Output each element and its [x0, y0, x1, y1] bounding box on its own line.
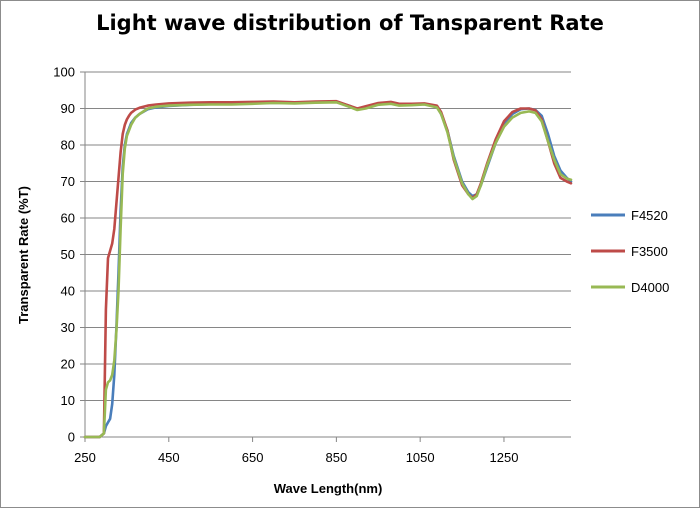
x-tick-label: 850	[326, 450, 348, 465]
series-lines	[83, 99, 573, 439]
chart-title: Light wave distribution of Tansparent Ra…	[96, 11, 604, 35]
y-tick-label: 40	[61, 284, 75, 299]
axes	[80, 71, 571, 442]
series-line-f4520	[83, 100, 573, 439]
y-tick-label: 20	[61, 357, 75, 372]
legend-label-f4520: F4520	[631, 208, 668, 223]
y-tick-labels: 0 10 20 30 40 50 60 70 80 90 100	[53, 65, 75, 445]
y-tick-label: 80	[61, 138, 75, 153]
legend-label-f3500: F3500	[631, 244, 668, 259]
legend: F4520 F3500 D4000	[591, 208, 669, 295]
y-tick-label: 0	[68, 430, 75, 445]
x-tick-labels: 250 450 650 850 1050 1250	[74, 450, 518, 465]
x-tick-label: 250	[74, 450, 96, 465]
x-tick-label: 650	[242, 450, 264, 465]
series-line-d4000	[83, 101, 573, 439]
y-axis-title: Transparent Rate (%T)	[16, 186, 31, 324]
legend-label-d4000: D4000	[631, 280, 669, 295]
series-line-f3500	[83, 99, 573, 439]
y-tick-label: 50	[61, 247, 75, 262]
y-tick-label: 70	[61, 174, 75, 189]
x-tick-label: 1250	[490, 450, 519, 465]
y-tick-label: 60	[61, 211, 75, 226]
x-axis-title: Wave Length(nm)	[274, 481, 383, 496]
x-tick-label: 1050	[406, 450, 435, 465]
y-tick-label: 10	[61, 393, 75, 408]
y-tick-label: 30	[61, 320, 75, 335]
y-tick-label: 100	[53, 65, 75, 80]
y-tick-label: 90	[61, 101, 75, 116]
gridlines	[85, 71, 571, 401]
x-tick-label: 450	[158, 450, 180, 465]
